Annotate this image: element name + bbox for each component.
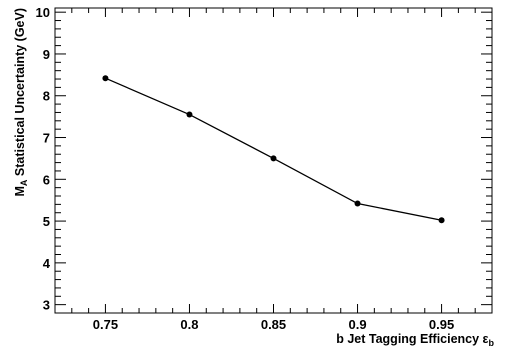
x-tick-label: 0.95 (429, 317, 454, 332)
series-line (105, 77, 442, 221)
x-tick-label: 0.9 (348, 317, 366, 332)
y-axis-title: MA Statistical Uncertainty (GeV) (13, 8, 29, 197)
data-point (270, 155, 277, 162)
y-tick-label: 6 (43, 172, 50, 187)
series-markers (102, 75, 445, 224)
x-axis-title: b Jet Tagging Efficiency εb (336, 332, 494, 348)
y-tick-label: 5 (43, 214, 50, 229)
y-tick-label: 4 (43, 256, 51, 271)
y-tick-label: 10 (36, 5, 50, 20)
y-tick-label: 7 (43, 131, 50, 146)
y-tick-label: 8 (43, 89, 50, 104)
data-point (102, 75, 109, 82)
data-point (438, 217, 445, 224)
y-tick-label: 9 (43, 47, 50, 62)
data-point (186, 111, 193, 118)
axis-ticks (54, 8, 493, 314)
x-axis-title-main: b Jet Tagging Efficiency ε (336, 332, 488, 346)
y-axis-title-subscript: A (19, 179, 29, 186)
tick-labels: 0.75 0.8 0.85 0.9 0.95 3 4 5 6 7 8 9 10 (36, 5, 455, 332)
x-tick-label: 0.85 (261, 317, 286, 332)
data-point (354, 200, 361, 207)
x-axis-title-subscript: b (489, 338, 495, 348)
y-tick-label: 3 (43, 298, 50, 313)
y-axis-title-rest: Statistical Uncertainty (GeV) (13, 8, 27, 180)
y-axis-title-main: M (13, 186, 27, 196)
x-tick-label: 0.8 (180, 317, 198, 332)
x-tick-label: 0.75 (93, 317, 118, 332)
